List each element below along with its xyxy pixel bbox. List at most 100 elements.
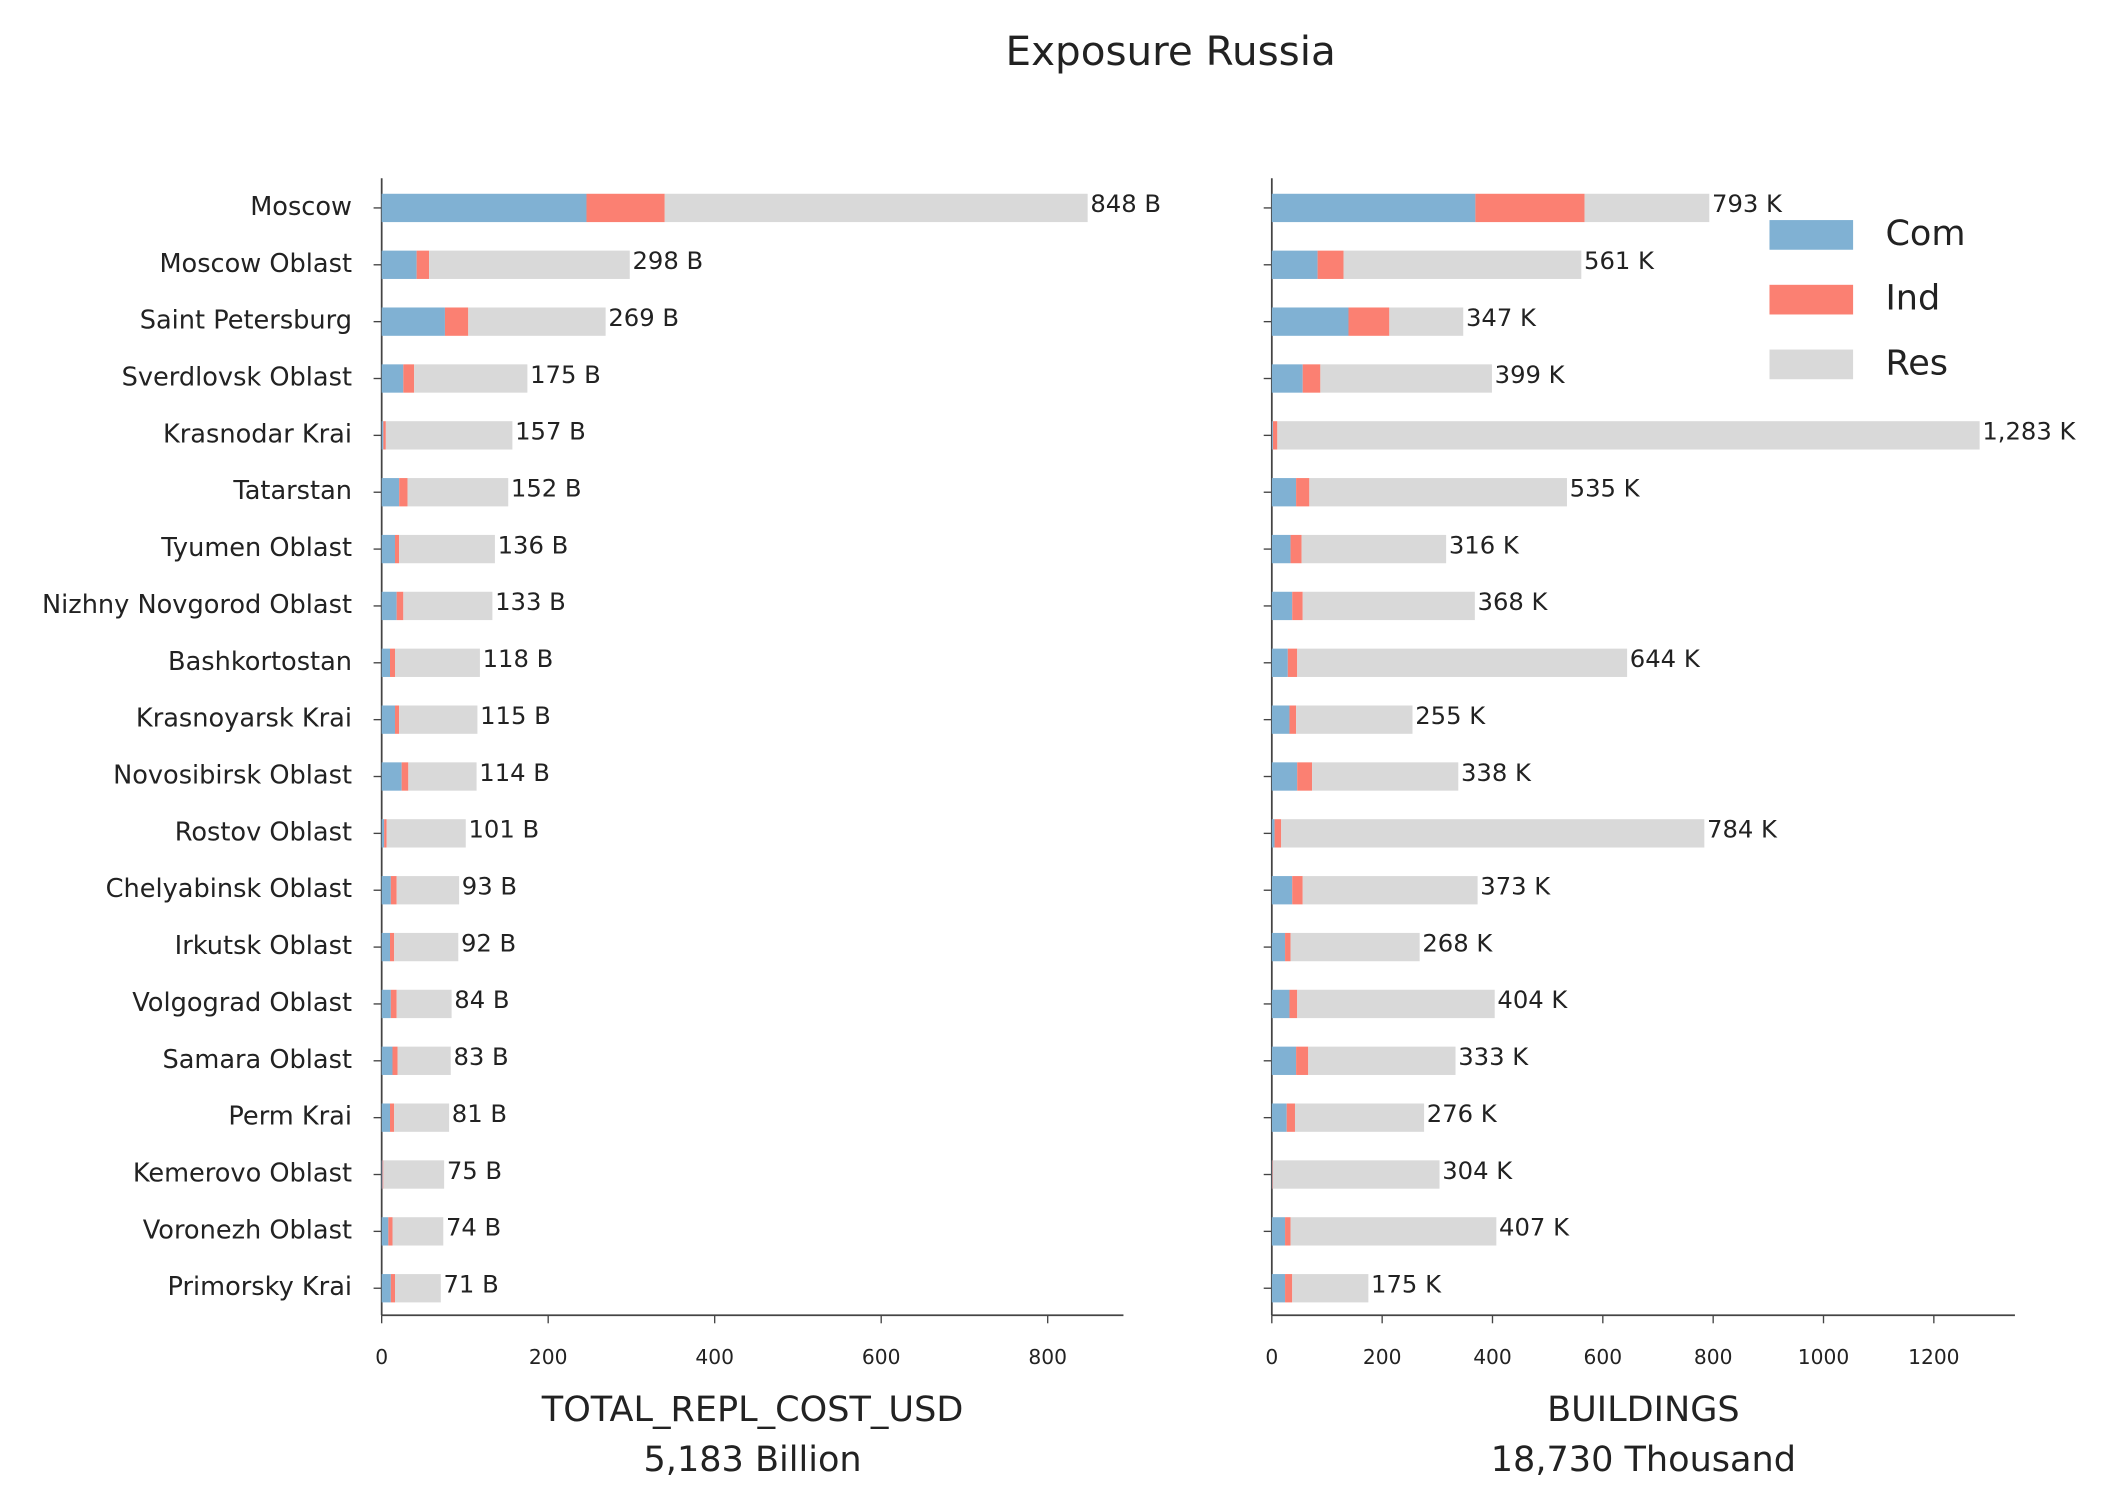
value-label: 268 K [1422, 928, 1493, 957]
bar-segment [396, 876, 460, 905]
bar-segment [1271, 534, 1291, 564]
value-label: 404 K [1497, 985, 1568, 1014]
bar-segment [399, 478, 408, 507]
value-label: 255 K [1415, 701, 1486, 730]
bar-segment [1320, 364, 1492, 393]
bar-segment [586, 193, 665, 223]
bar-segment [1272, 1160, 1440, 1189]
value-label: 75 B [447, 1156, 502, 1185]
bar-segment [1272, 1160, 1273, 1189]
bar-segment [1271, 1160, 1273, 1189]
bar-segment [1271, 705, 1290, 734]
value-label: 133 B [495, 587, 566, 616]
x-axis-label: BUILDINGS [1547, 1389, 1740, 1430]
bar-segment [1271, 1046, 1297, 1075]
bar-segment [429, 250, 630, 279]
y-tick-label: Primorsky Krai [168, 1272, 352, 1302]
bar-segment [381, 1160, 383, 1189]
bar-segment [396, 591, 404, 621]
bar-segment [381, 307, 445, 336]
value-label: 399 K [1495, 360, 1566, 389]
bar-segment [392, 1217, 444, 1246]
bar-segment [1292, 591, 1303, 621]
bar-segment [1297, 648, 1628, 677]
bar-segment [1271, 421, 1273, 450]
bar-segment [388, 1217, 393, 1246]
x-tick-label: 1000 [1798, 1345, 1849, 1369]
bar-segment [381, 876, 391, 905]
value-label: 338 K [1461, 758, 1532, 787]
bar-segment [392, 1046, 398, 1075]
bar-segment [1296, 478, 1310, 507]
bar-segment [1287, 648, 1298, 677]
value-label: 368 K [1478, 587, 1549, 616]
bar-segment [444, 307, 469, 336]
bar-segment [1285, 1274, 1293, 1303]
bar-segment [390, 648, 395, 677]
bar-segment [1312, 762, 1459, 791]
bar-segment [1272, 421, 1278, 450]
bar-segment [1271, 591, 1293, 621]
bar-segment [1301, 534, 1447, 564]
value-label: 157 B [515, 417, 586, 446]
bar-segment [1317, 250, 1344, 279]
value-label: 118 B [483, 644, 554, 673]
y-tick-label: Tatarstan [232, 476, 352, 506]
bar-segment [407, 478, 509, 507]
y-tick-label: Moscow [250, 192, 352, 222]
bar-segment [403, 364, 415, 393]
bar-segment [381, 1217, 389, 1246]
bar-segment [1475, 193, 1585, 223]
y-tick-label: Irkutsk Oblast [175, 931, 352, 961]
bar-segment [1271, 250, 1318, 279]
bar-segment [381, 1274, 391, 1303]
bar-segment [381, 591, 397, 621]
bar-segment [1296, 705, 1413, 734]
y-tick-label: Chelyabinsk Oblast [106, 874, 352, 904]
bar-segment [1277, 421, 1980, 450]
bar-segment [394, 1103, 450, 1132]
bar-segment [399, 534, 495, 564]
y-tick-label: Krasnodar Krai [163, 419, 352, 449]
bar-segment [1308, 1046, 1456, 1075]
bar-segment [381, 705, 395, 734]
bar-segment [381, 364, 404, 393]
value-label: 561 K [1584, 246, 1655, 275]
bar-segment [1297, 989, 1495, 1019]
bar-segment [1289, 989, 1298, 1019]
value-label: 115 B [480, 701, 551, 730]
bar-segment [1343, 250, 1582, 279]
x-tick-label: 400 [1473, 1345, 1512, 1369]
x-tick-label: 0 [1265, 1345, 1278, 1369]
value-label: 1,283 K [1982, 417, 2076, 446]
x-axis-subtitle: 18,730 Thousand [1491, 1439, 1796, 1480]
bar-segment [1285, 1217, 1291, 1246]
bar-segment [381, 1046, 393, 1075]
value-label: 304 K [1442, 1156, 1513, 1185]
value-label: 269 B [608, 303, 679, 332]
bar-segment [1584, 193, 1710, 223]
bar-segment [1274, 819, 1282, 848]
bar-segment [381, 534, 395, 564]
bar-segment [381, 819, 385, 848]
x-tick-label: 200 [529, 1345, 568, 1369]
bar-segment [397, 1046, 451, 1075]
bar-segment [381, 421, 384, 450]
value-label: 333 K [1458, 1042, 1529, 1071]
value-label: 298 B [632, 246, 703, 275]
bar-segment [1292, 876, 1303, 905]
y-tick-label: Tyumen Oblast [160, 533, 352, 563]
bar-segment [1302, 364, 1321, 393]
x-axis-subtitle: 5,183 Billion [644, 1439, 862, 1480]
bar-segment [1285, 932, 1291, 962]
value-label: 793 K [1712, 189, 1783, 218]
bar-segment [1271, 648, 1288, 677]
bar-segment [390, 1274, 395, 1303]
value-label: 136 B [498, 530, 569, 559]
bar-segment [1302, 591, 1475, 621]
value-label: 407 K [1499, 1213, 1570, 1242]
y-tick-label: Voronezh Oblast [143, 1215, 352, 1245]
bar-segment [1271, 989, 1290, 1019]
bar-segment [1271, 193, 1476, 223]
y-tick-label: Saint Petersburg [140, 306, 352, 336]
